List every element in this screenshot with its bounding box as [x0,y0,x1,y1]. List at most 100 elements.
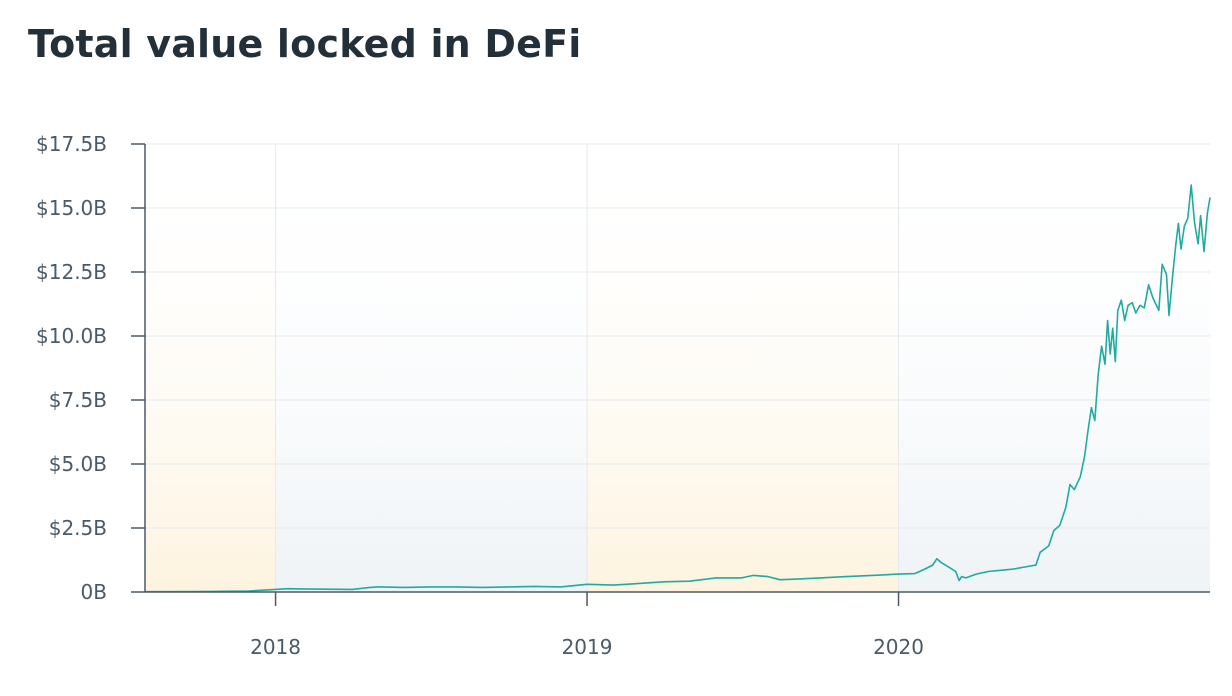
data-point [914,573,916,575]
data-point [1161,263,1163,265]
data-point [1094,419,1096,422]
data-point [534,585,536,588]
y-tick-label: $2.5B [49,516,107,540]
data-point [924,568,926,570]
data-point [1107,320,1109,322]
data-point [275,588,277,591]
y-axis-labels: 0B $2.5B $5.0B $7.5B $10.0B $12.5B $15.0B $17.5… [36,132,107,604]
data-point [1035,564,1037,566]
data-point [1206,212,1208,214]
data-point [1109,353,1111,355]
data-point [1112,327,1114,329]
background-band [587,144,899,592]
data-point [940,562,942,564]
x-tick-label: 2020 [873,635,924,659]
data-point [1183,225,1185,227]
y-tick-label: $12.5B [36,260,107,284]
data-point [482,586,484,589]
data-point [1053,530,1055,532]
data-point [961,576,963,578]
data-point [368,587,370,589]
data-point [767,576,769,578]
x-tick-label: 2018 [250,635,301,659]
data-point [1124,320,1126,322]
data-point [1175,243,1177,245]
data-point [1190,184,1192,186]
y-tick-label: 0B [81,580,107,604]
data-point [1079,476,1081,478]
data-point [1104,363,1106,365]
data-point [286,588,289,590]
series-layer [144,184,1211,593]
data-point [507,586,510,588]
data-point [958,579,960,582]
y-tick-label: $7.5B [49,388,107,412]
data-point [1013,568,1015,570]
y-tick-label: $15.0B [36,196,107,220]
data-point [1168,314,1170,317]
data-point [1139,304,1141,306]
data-point [301,588,303,590]
data-point [325,588,327,590]
data-point [560,586,562,588]
data-point [752,574,755,577]
series-line [144,184,1211,593]
data-point [429,586,431,588]
background-band [898,144,1210,592]
data-point [636,583,639,585]
data-point [377,586,379,588]
data-point [1101,345,1103,347]
x-axis-labels: 2018 2019 2020 [250,635,924,659]
data-point [740,577,743,579]
data-point [1039,551,1041,553]
data-point [1027,565,1029,568]
data-point [1120,299,1122,301]
axes [131,143,1210,606]
data-point [975,573,977,575]
y-tick-label: $10.0B [36,324,107,348]
y-tick-label: $17.5B [36,132,107,156]
data-point [1065,506,1067,509]
data-point [612,584,615,586]
data-point [897,573,900,575]
background-bands [145,144,1210,592]
data-point [987,570,989,573]
data-point [663,581,665,583]
data-point [1135,312,1137,314]
chart-title: Total value locked in DeFi [28,22,582,66]
data-point [1117,309,1119,311]
data-point [793,578,796,580]
data-point [1197,243,1199,245]
y-tick-label: $5.0B [49,452,107,476]
data-point [871,574,873,577]
data-point [1087,430,1089,432]
data-point [455,586,458,588]
data-point [1187,217,1189,219]
data-point [1069,483,1071,486]
data-point [1209,197,1211,199]
data-point [1143,307,1145,309]
data-point [845,576,848,578]
data-point [715,577,717,579]
data-point [779,579,781,581]
data-point [688,580,691,582]
data-point [965,577,967,579]
data-point [1177,222,1179,224]
data-point [1059,524,1061,527]
gridlines [145,143,1210,592]
data-point [1171,276,1174,278]
data-point [586,583,588,585]
data-point [1148,284,1150,286]
data-point [955,570,957,573]
data-point [1158,309,1160,311]
data-point [1084,455,1086,457]
data-point [1114,361,1116,363]
data-point [932,564,934,566]
data-point [403,586,405,589]
data-point [936,558,938,560]
data-point [1090,407,1092,409]
data-point [351,588,353,591]
data-point [1152,297,1154,299]
background-band [145,144,276,592]
